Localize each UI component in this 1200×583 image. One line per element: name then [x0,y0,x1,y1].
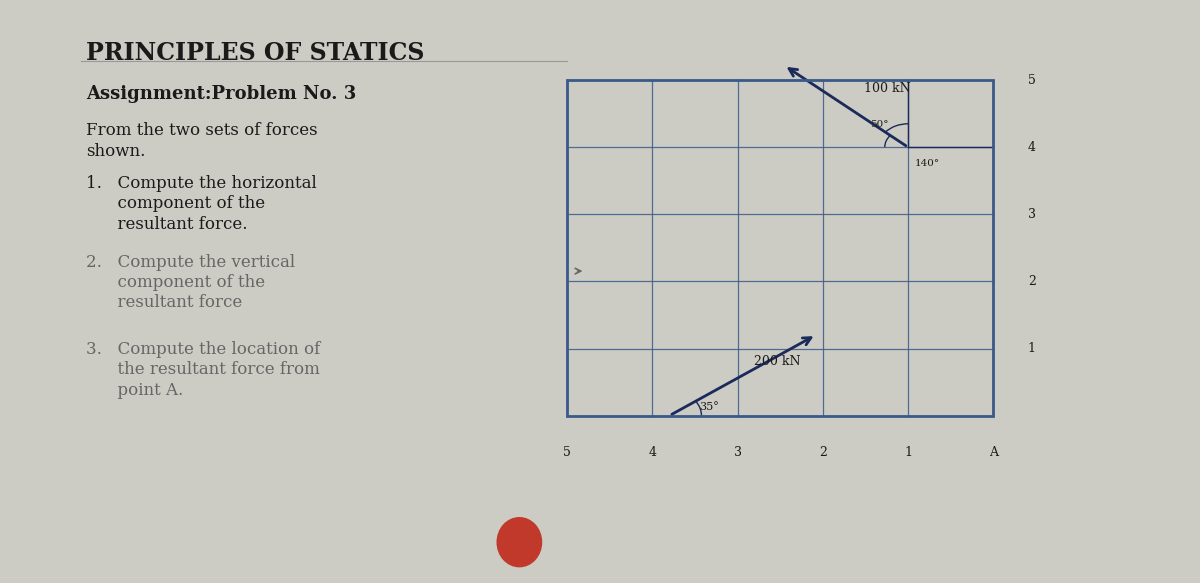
Text: 5: 5 [1028,73,1036,87]
Text: 200 kN: 200 kN [755,355,800,368]
Text: resultant force.: resultant force. [86,216,248,233]
Text: 50°: 50° [870,120,888,129]
Text: 1.   Compute the horizontal: 1. Compute the horizontal [86,175,317,192]
Text: 4: 4 [1028,141,1036,154]
Text: point A.: point A. [86,382,184,399]
Text: component of the: component of the [86,274,265,291]
Text: resultant force: resultant force [86,294,242,311]
Text: From the two sets of forces: From the two sets of forces [86,122,318,139]
Text: 3: 3 [733,446,742,459]
Text: 2.   Compute the vertical: 2. Compute the vertical [86,254,295,271]
Text: 35°: 35° [700,402,719,412]
Text: 3.   Compute the location of: 3. Compute the location of [86,341,320,358]
Text: 1: 1 [1028,342,1036,355]
Text: Assignment:Problem No. 3: Assignment:Problem No. 3 [86,85,356,103]
Text: the resultant force from: the resultant force from [86,361,320,378]
Circle shape [497,518,541,567]
Text: 5: 5 [563,446,571,459]
Text: 4: 4 [648,446,656,459]
Text: 2: 2 [1028,275,1036,288]
Text: 1: 1 [905,446,912,459]
Bar [568,80,994,416]
Text: 3: 3 [1028,208,1036,221]
Text: 2: 2 [820,446,827,459]
Text: PRINCIPLES OF STATICS: PRINCIPLES OF STATICS [86,41,425,65]
Text: shown.: shown. [86,143,145,160]
Text: A: A [989,446,998,459]
Text: component of the: component of the [86,195,265,212]
Text: 140°: 140° [916,159,940,168]
Text: 100 kN: 100 kN [864,83,910,96]
